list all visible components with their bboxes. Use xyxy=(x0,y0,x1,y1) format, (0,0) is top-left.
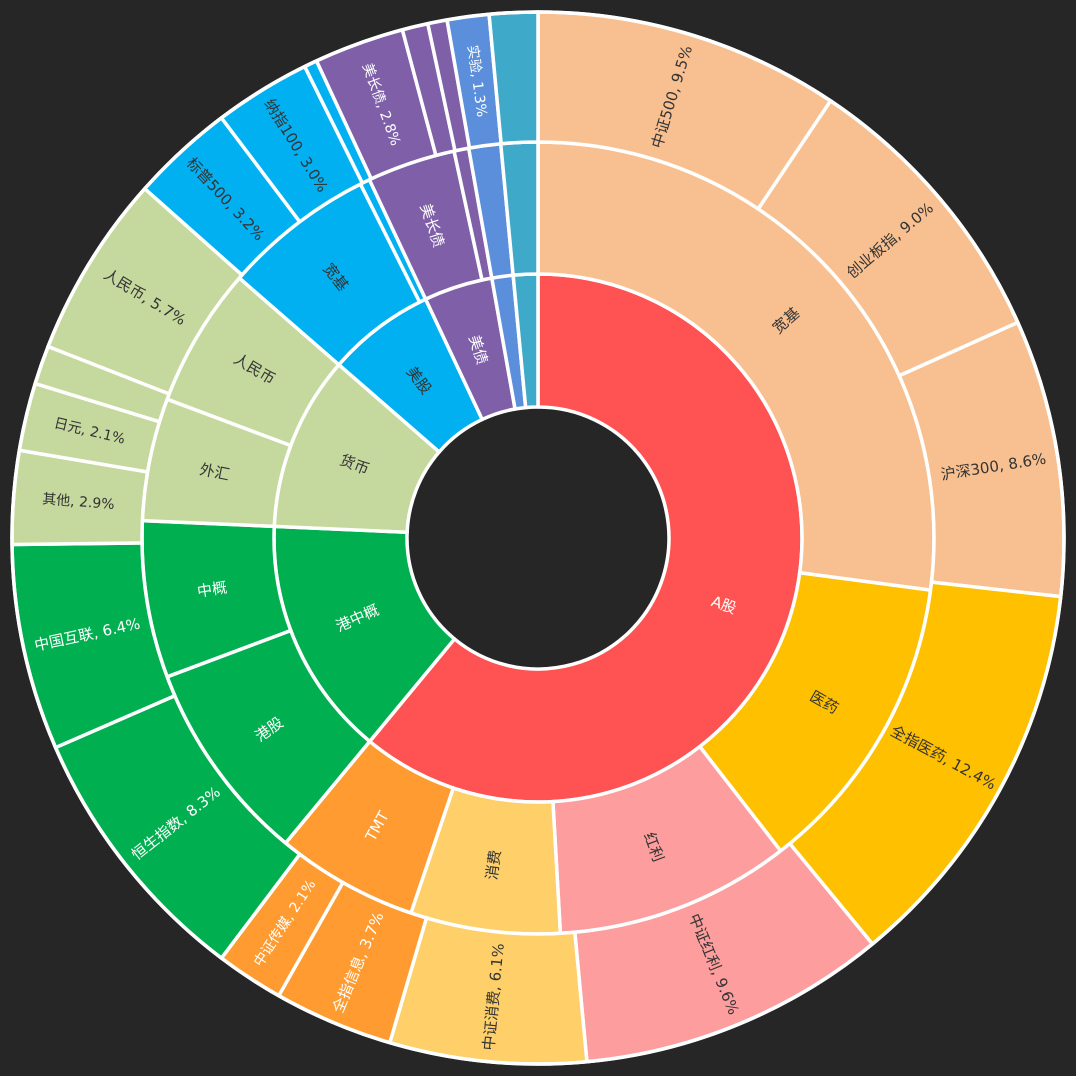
ring2-label-6: 中概 xyxy=(196,578,228,600)
ring2-label-3: 消费 xyxy=(483,849,505,881)
ring3-label-10: 其他, 2.9% xyxy=(42,491,115,513)
outer-rim xyxy=(10,10,1066,1066)
ring2-label-7: 外汇 xyxy=(198,460,231,484)
